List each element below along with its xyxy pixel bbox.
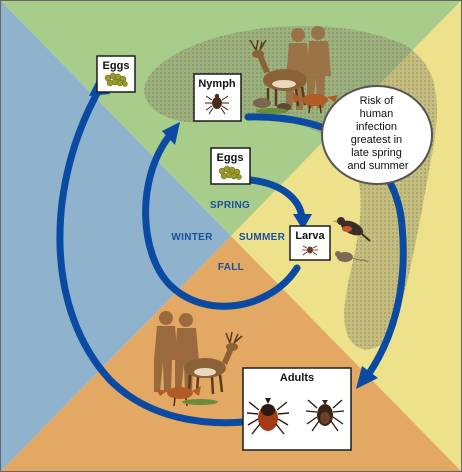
callout-line: and summer — [347, 160, 408, 172]
deer-bottom — [184, 331, 243, 395]
callout-line: late spring — [351, 147, 402, 159]
eggs-label-outer: Eggs — [103, 60, 130, 72]
season-label-spring: SPRING — [210, 200, 250, 211]
callout-line: infection — [356, 121, 397, 133]
fox-bottom — [156, 386, 218, 407]
eggs-label-inner: Eggs — [217, 152, 244, 164]
nymph-to-adults-arrow — [244, 113, 407, 379]
eggs-stage-box-outer: Eggs — [96, 55, 136, 93]
arrowhead-to-nymph — [162, 122, 180, 145]
deer-top — [249, 39, 307, 107]
eggs-stage-box-inner: Eggs — [210, 147, 251, 185]
larva-stage-box: Larva — [289, 225, 331, 261]
arrowhead-to-adults — [356, 366, 378, 389]
season-label-fall: FALL — [218, 262, 244, 273]
egg-cluster-icon — [104, 72, 128, 87]
callout-line: Risk of — [360, 95, 395, 107]
adult-female-tick-icon — [246, 398, 290, 435]
inner-cycle-arrow — [142, 131, 301, 310]
adult-male-tick-icon — [305, 399, 345, 432]
eggs-to-larva-arrow — [246, 176, 306, 222]
season-label-summer: SUMMER — [239, 232, 286, 243]
risk-callout-bubble — [321, 85, 433, 185]
nymph-stage-box: Nymph — [193, 73, 242, 122]
risk-callout-text: Risk of human infection greatest in late… — [347, 95, 408, 172]
larva-tick-icon — [302, 245, 318, 256]
humans-silhouette-bottom — [154, 311, 199, 392]
arrowhead-to-larva — [293, 214, 312, 230]
callout-line: human — [360, 108, 394, 120]
outer-cycle-arrow — [56, 84, 249, 427]
season-label-winter: WINTER — [171, 232, 213, 243]
nymph-tick-icon — [205, 93, 229, 115]
callout-line: greatest in — [351, 134, 402, 146]
egg-cluster-icon — [218, 165, 242, 180]
adults-stage-box: Adults — [242, 367, 352, 451]
bird-icon — [332, 217, 371, 242]
larva-label: Larva — [295, 230, 325, 242]
adults-label: Adults — [280, 372, 314, 384]
winter-quadrant — [0, 0, 231, 472]
nymph-label: Nymph — [198, 78, 236, 90]
rodents-top — [253, 98, 291, 114]
mouse-icon — [335, 251, 369, 263]
fox-top — [292, 92, 338, 114]
